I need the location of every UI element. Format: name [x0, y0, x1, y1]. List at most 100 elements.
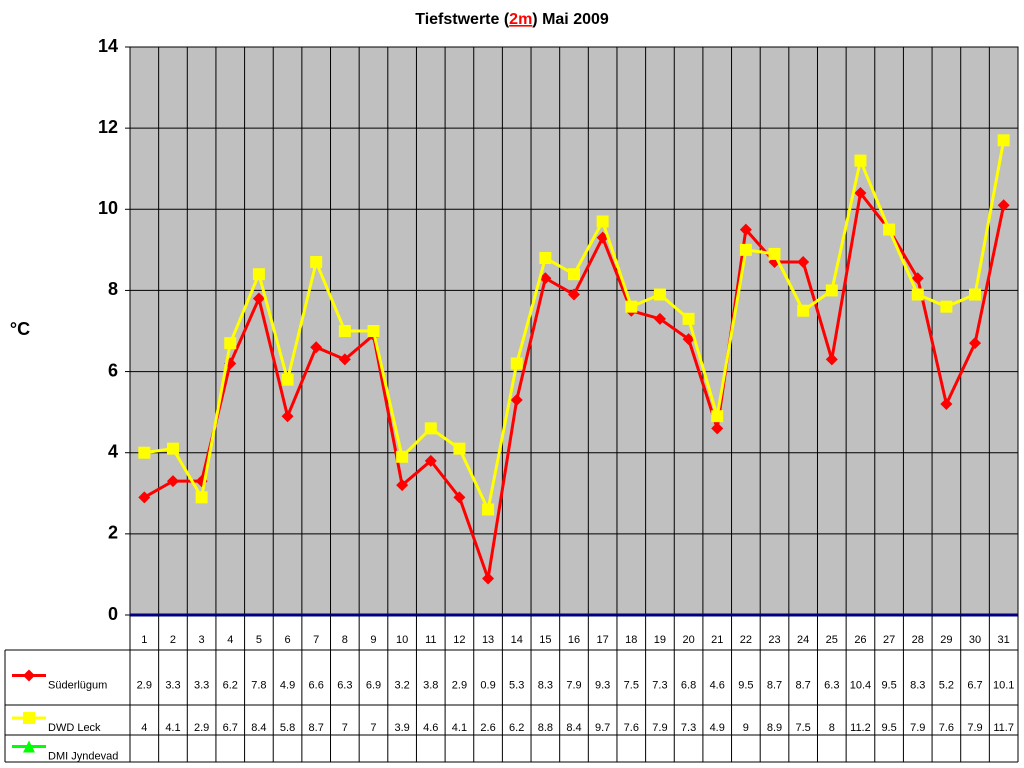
table-value: 2.9 — [452, 679, 467, 691]
marker — [166, 475, 179, 488]
marker — [940, 300, 953, 313]
table-value: 7.5 — [796, 722, 811, 734]
table-value: 6.2 — [509, 722, 524, 734]
marker — [969, 288, 982, 301]
marker — [653, 312, 666, 325]
table-value: 3.2 — [394, 679, 409, 691]
x-tick-label: 7 — [313, 634, 319, 646]
marker — [396, 479, 409, 492]
marker — [825, 284, 838, 297]
marker — [138, 446, 151, 459]
title-highlight: 2m — [509, 11, 532, 28]
marker — [711, 422, 724, 435]
chart-title: Tiefstwerte (2m) Mai 2009 — [415, 11, 609, 28]
table-value: 4.6 — [710, 679, 725, 691]
table-value: 8.7 — [767, 679, 782, 691]
y-tick-label: 8 — [108, 279, 118, 299]
table-value: 3.9 — [394, 722, 409, 734]
marker — [682, 333, 695, 346]
y-tick-label: 6 — [108, 360, 118, 380]
table-value: 10.4 — [850, 679, 871, 691]
table-value: 9.5 — [881, 722, 896, 734]
table-value: 7.9 — [967, 722, 982, 734]
table-value: 7 — [342, 722, 348, 734]
x-tick-label: 22 — [740, 634, 752, 646]
marker — [424, 454, 437, 467]
table-value: 8.3 — [538, 679, 553, 691]
y-tick-label: 12 — [98, 117, 118, 137]
y-tick-label: 2 — [108, 523, 118, 543]
x-tick-label: 11 — [425, 634, 436, 646]
x-tick-label: 29 — [940, 634, 952, 646]
x-tick-label: 13 — [482, 634, 494, 646]
table-value: 5.3 — [509, 679, 524, 691]
marker — [940, 398, 953, 411]
x-tick-label: 14 — [511, 634, 523, 646]
x-tick-label: 21 — [711, 634, 723, 646]
table-value: 7.6 — [939, 722, 954, 734]
marker — [281, 410, 294, 423]
marker — [23, 740, 35, 753]
table-value: 6.9 — [366, 679, 381, 691]
marker — [23, 712, 35, 724]
marker — [23, 669, 35, 682]
x-tick-label: 1 — [141, 634, 147, 646]
y-tick-label: 14 — [98, 36, 118, 56]
marker — [997, 134, 1010, 147]
table-value: 8.8 — [538, 722, 553, 734]
table-value: 8.4 — [566, 722, 581, 734]
y-tick-label: 10 — [98, 198, 118, 218]
x-tick-label: 28 — [912, 634, 924, 646]
marker — [682, 312, 695, 325]
table-value: 7.6 — [624, 722, 639, 734]
marker — [224, 337, 237, 350]
table-value: 9.3 — [595, 679, 610, 691]
table-value: 8 — [829, 722, 835, 734]
marker — [625, 300, 638, 313]
marker — [338, 325, 351, 337]
marker — [797, 256, 810, 269]
table-value: 8.7 — [309, 722, 324, 734]
marker — [195, 491, 208, 504]
marker — [854, 154, 867, 167]
table-value: 7.9 — [566, 679, 581, 691]
marker — [281, 373, 294, 386]
table-value: 3.3 — [194, 679, 209, 691]
table-value: 5.8 — [280, 722, 295, 734]
marker — [911, 288, 924, 301]
table-value: 3.3 — [165, 679, 180, 691]
marker — [338, 353, 351, 366]
table-value: 10.1 — [993, 679, 1014, 691]
x-tick-label: 18 — [625, 634, 637, 646]
x-tick-label: 26 — [854, 634, 866, 646]
table-value: 8.4 — [251, 722, 266, 734]
marker — [310, 341, 323, 354]
x-tick-label: 20 — [682, 634, 694, 646]
marker — [539, 251, 552, 264]
marker — [797, 304, 810, 317]
marker — [367, 325, 380, 337]
table-value: 6.2 — [223, 679, 238, 691]
marker — [539, 272, 552, 285]
marker — [825, 353, 838, 366]
table-value: 9.5 — [881, 679, 896, 691]
marker — [596, 215, 609, 228]
y-tick-label: 4 — [108, 441, 118, 461]
x-tick-label: 3 — [199, 634, 205, 646]
marker — [252, 268, 265, 281]
legend-label: Süderlügum — [48, 679, 107, 691]
table-value: 7.3 — [681, 722, 696, 734]
x-tick-label: 27 — [883, 634, 895, 646]
table-value: 9.5 — [738, 679, 753, 691]
table-value: 2.6 — [480, 722, 495, 734]
x-tick-label: 19 — [654, 634, 666, 646]
marker — [453, 442, 466, 455]
table-value: 11.7 — [993, 722, 1014, 734]
x-tick-label: 5 — [256, 634, 262, 646]
x-tick-label: 6 — [284, 634, 290, 646]
marker — [138, 491, 151, 504]
marker — [252, 292, 265, 305]
table-value: 4.6 — [423, 722, 438, 734]
